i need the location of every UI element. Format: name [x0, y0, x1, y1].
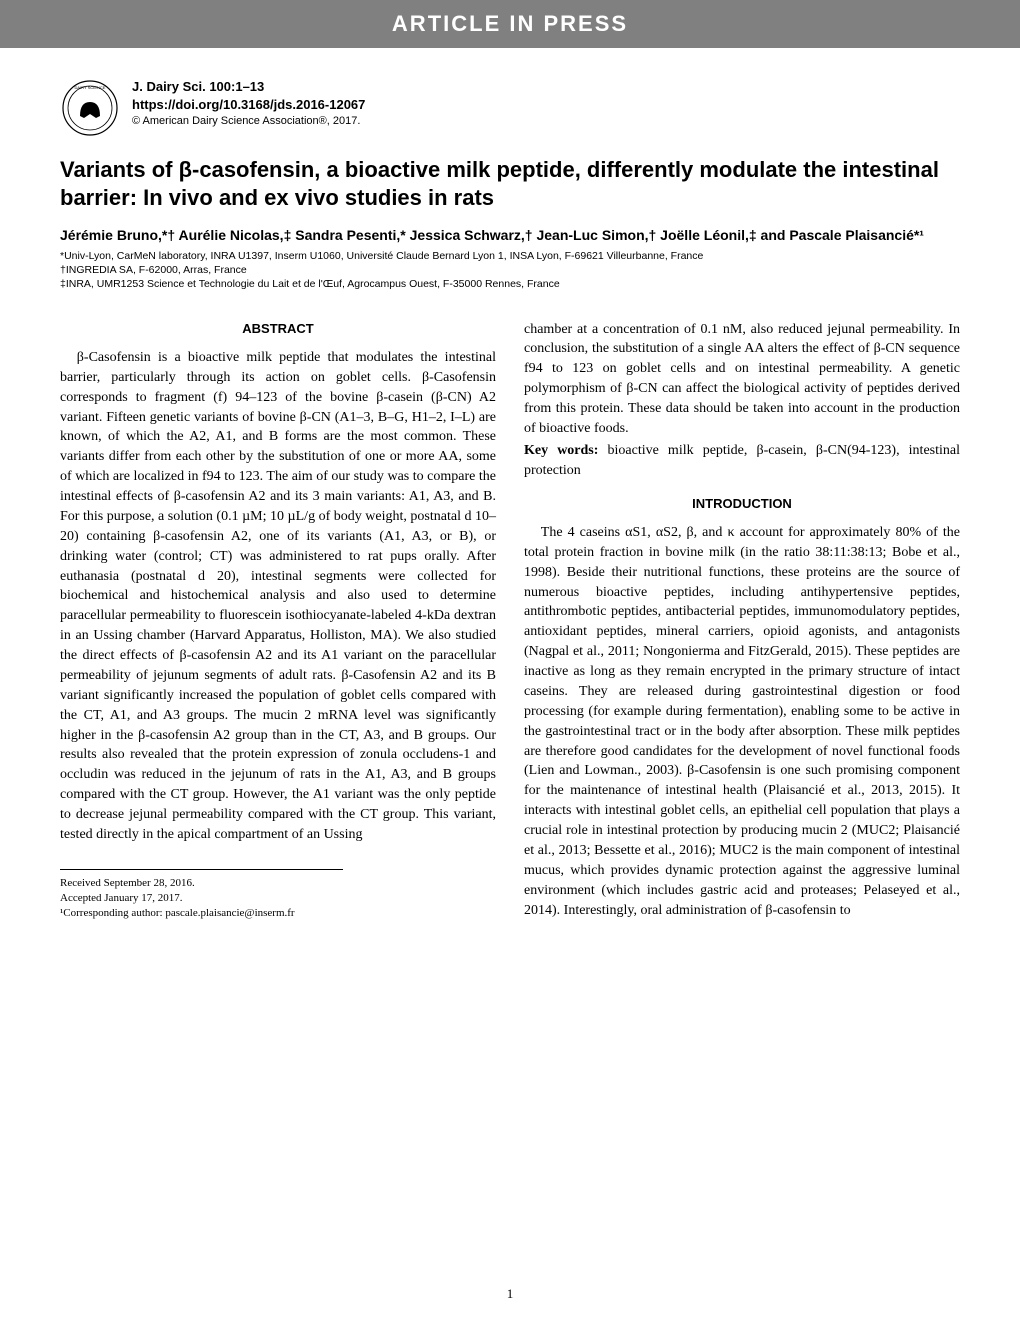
- affiliation-3: ‡INRA, UMR1253 Science et Technologie du…: [60, 277, 960, 291]
- affiliations-block: *Univ-Lyon, CarMeN laboratory, INRA U139…: [60, 249, 960, 292]
- copyright-line: © American Dairy Science Association®, 2…: [132, 114, 365, 129]
- abstract-text-left: β-Casofensin is a bioactive milk peptide…: [60, 348, 496, 845]
- authors-line: Jérémie Bruno,*† Aurélie Nicolas,‡ Sandr…: [60, 227, 960, 243]
- abstract-heading: ABSTRACT: [60, 320, 496, 338]
- footnotes-block: Received September 28, 2016. Accepted Ja…: [60, 869, 343, 921]
- footnote-accepted: Accepted January 17, 2017.: [60, 891, 343, 906]
- keywords-line: Key words: bioactive milk peptide, β-cas…: [524, 441, 960, 481]
- introduction-heading: INTRODUCTION: [524, 495, 960, 513]
- two-column-body: ABSTRACT β-Casofensin is a bioactive mil…: [60, 320, 960, 921]
- page-content: DAIRY SCIENCE J. Dairy Sci. 100:1–13 htt…: [0, 48, 1020, 940]
- journal-ref: J. Dairy Sci. 100:1–13: [132, 78, 365, 96]
- right-column: chamber at a concentration of 0.1 nM, al…: [524, 320, 960, 921]
- affiliation-1: *Univ-Lyon, CarMeN laboratory, INRA U139…: [60, 249, 960, 263]
- journal-logo-icon: DAIRY SCIENCE: [60, 78, 120, 138]
- introduction-text: The 4 caseins αS1, αS2, β, and κ account…: [524, 523, 960, 921]
- article-title: Variants of β-casofensin, a bioactive mi…: [60, 156, 960, 211]
- article-in-press-banner: ARTICLE IN PRESS: [0, 0, 1020, 48]
- header-row: DAIRY SCIENCE J. Dairy Sci. 100:1–13 htt…: [60, 78, 960, 138]
- page-number: 1: [507, 1286, 514, 1302]
- footnote-corresponding: ¹Corresponding author: pascale.plaisanci…: [60, 906, 343, 921]
- doi-link[interactable]: https://doi.org/10.3168/jds.2016-12067: [132, 96, 365, 114]
- footnote-received: Received September 28, 2016.: [60, 876, 343, 891]
- banner-text: ARTICLE IN PRESS: [392, 11, 628, 37]
- citation-block: J. Dairy Sci. 100:1–13 https://doi.org/1…: [132, 78, 365, 130]
- svg-text:DAIRY SCIENCE: DAIRY SCIENCE: [75, 85, 106, 90]
- keywords-label: Key words:: [524, 443, 598, 458]
- affiliation-2: †INGREDIA SA, F-62000, Arras, France: [60, 263, 960, 277]
- left-column: ABSTRACT β-Casofensin is a bioactive mil…: [60, 320, 496, 921]
- abstract-text-right: chamber at a concentration of 0.1 nM, al…: [524, 320, 960, 439]
